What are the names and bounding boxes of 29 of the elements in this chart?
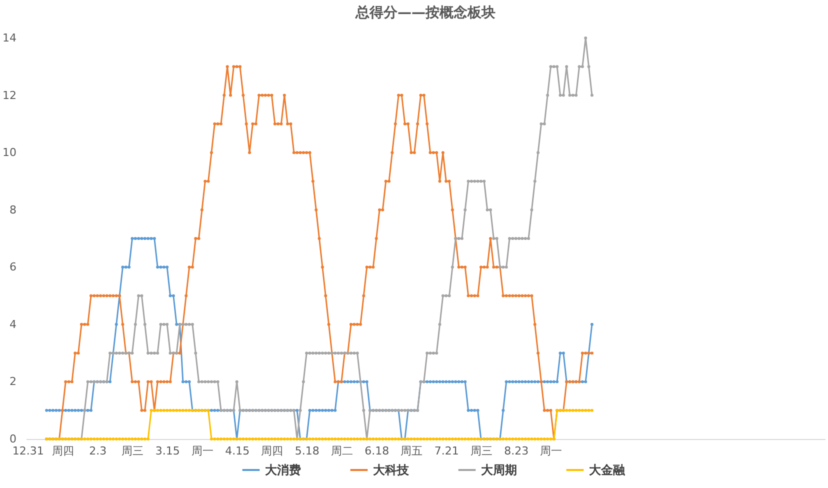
legend-label: 大科技 [373, 463, 410, 477]
legend-label: 大周期 [481, 463, 517, 477]
x-tick-label: 2.3 [89, 444, 107, 458]
x-tick-label: 周五 [400, 444, 423, 458]
x-tick-label: 7.21 [434, 444, 459, 458]
x-tick-label: 周一 [191, 444, 214, 458]
y-tick-label: 8 [10, 203, 16, 216]
x-tick-label: 周二 [330, 444, 353, 458]
y-tick-label: 6 [10, 260, 16, 274]
x-tick-label: 周三 [122, 444, 144, 458]
x-tick-label: 3.15 [155, 444, 180, 458]
x-tick-label: 周一 [540, 444, 562, 458]
x-tick-label: 4.15 [225, 444, 250, 458]
x-tick-label: 周四 [52, 444, 74, 458]
legend-label: 大金融 [589, 463, 626, 477]
x-tick-label: 8.23 [504, 444, 529, 458]
x-tick-label: 周四 [261, 444, 284, 458]
x-tick-label: 6.18 [364, 444, 390, 458]
y-tick-label: 4 [10, 318, 16, 331]
y-tick-label: 0 [10, 432, 16, 446]
x-tick-label: 周三 [470, 444, 492, 458]
y-tick-label: 14 [2, 32, 16, 44]
legend-label: 大消费 [265, 463, 301, 477]
y-tick-label: 10 [2, 146, 16, 160]
y-tick-label: 12 [2, 88, 16, 102]
chart-title: 总得分——按概念板块 [354, 5, 496, 21]
x-tick-label: 12.31 [12, 444, 44, 458]
x-tick-label: 5.18 [294, 444, 320, 458]
y-tick-label: 2 [10, 375, 16, 388]
